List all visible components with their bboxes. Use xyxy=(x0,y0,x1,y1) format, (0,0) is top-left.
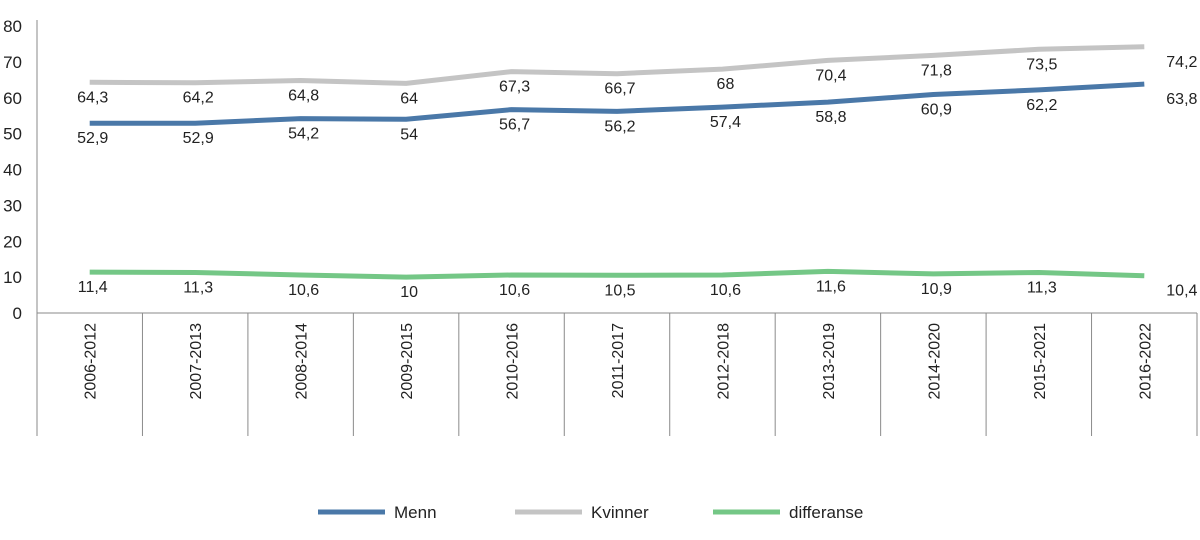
data-label-differanse: 11,3 xyxy=(1027,279,1057,296)
data-label-menn: 57,4 xyxy=(710,114,741,131)
data-label-menn: 52,9 xyxy=(183,130,214,147)
legend-item-menn: Menn xyxy=(318,503,437,522)
legend-item-kvinner: Kvinner xyxy=(515,503,649,522)
series-line-menn xyxy=(89,81,1145,126)
y-tick-label: 20 xyxy=(3,232,22,251)
data-label-kvinner: 68 xyxy=(717,76,735,93)
y-tick-label: 0 xyxy=(13,304,22,323)
x-tick-label: 2006-2012 xyxy=(83,323,100,400)
x-tick-label: 2008-2014 xyxy=(294,323,311,400)
legend-label: Menn xyxy=(394,503,437,522)
x-tick-label: 2014-2020 xyxy=(926,323,943,400)
data-label-menn: 56,7 xyxy=(499,117,530,134)
data-label-differanse: 10,9 xyxy=(921,281,952,298)
data-labels: 52,9 52,9 54,2 54 56,7 56,2 57,4 58,8 60,9 62,2 63… xyxy=(77,54,1197,301)
data-label-kvinner: 67,3 xyxy=(499,79,530,96)
data-label-differanse: 10,6 xyxy=(710,282,741,299)
x-tick-label: 2013-2019 xyxy=(821,323,838,400)
data-label-differanse: 11,4 xyxy=(78,279,108,296)
data-label-kvinner: 64,2 xyxy=(183,90,214,107)
series-line-differanse xyxy=(89,268,1145,280)
data-label-menn: 54,2 xyxy=(288,126,319,143)
y-tick-label: 50 xyxy=(3,125,22,144)
legend-label: Kvinner xyxy=(591,503,649,522)
x-tick-label: 2016-2022 xyxy=(1137,323,1154,400)
y-tick-label: 60 xyxy=(3,89,22,108)
data-label-differanse: 11,3 xyxy=(183,279,213,296)
y-tick-label: 70 xyxy=(3,53,22,72)
data-label-kvinner: 64 xyxy=(400,90,418,107)
data-label-menn: 54 xyxy=(400,126,418,143)
y-tick-label: 80 xyxy=(3,17,22,36)
data-label-differanse: 10,4 xyxy=(1166,283,1197,300)
x-tick-label: 2009-2015 xyxy=(399,323,416,400)
data-label-kvinner: 66,7 xyxy=(604,81,635,98)
x-tick-label: 2011-2017 xyxy=(610,323,627,398)
y-axis-ticks: 0 10 20 30 40 50 60 70 80 xyxy=(3,17,22,323)
data-label-menn: 62,2 xyxy=(1026,97,1057,114)
x-tick-label: 2012-2018 xyxy=(715,323,732,400)
x-tick-label: 2007-2013 xyxy=(188,323,205,400)
series-line-kvinner xyxy=(89,44,1145,86)
y-tick-label: 10 xyxy=(3,268,22,287)
data-label-menn: 56,2 xyxy=(604,118,635,135)
data-label-differanse: 10,5 xyxy=(604,282,635,299)
data-label-differanse: 11,6 xyxy=(816,278,846,295)
y-tick-label: 40 xyxy=(3,161,22,180)
x-tick-label: 2010-2016 xyxy=(505,323,522,400)
data-label-differanse: 10,6 xyxy=(288,282,319,299)
data-label-menn: 52,9 xyxy=(77,130,108,147)
data-label-kvinner: 64,8 xyxy=(288,88,319,105)
y-tick-label: 30 xyxy=(3,196,22,215)
data-label-kvinner: 74,2 xyxy=(1166,54,1197,71)
axes xyxy=(36,20,1198,436)
data-label-kvinner: 73,5 xyxy=(1026,56,1057,73)
legend: Menn Kvinner differanse xyxy=(318,503,863,522)
data-label-differanse: 10,6 xyxy=(499,282,530,299)
data-label-differanse: 10 xyxy=(400,284,418,301)
data-label-menn: 58,8 xyxy=(815,109,846,126)
series-lines xyxy=(89,44,1145,280)
data-label-kvinner: 64,3 xyxy=(77,89,108,106)
x-tick-label: 2015-2021 xyxy=(1032,323,1049,400)
data-label-kvinner: 70,4 xyxy=(815,67,846,84)
legend-label: differanse xyxy=(789,503,863,522)
x-axis-ticks: 2006-2012 2007-2013 2008-2014 2009-2015 2010… xyxy=(83,323,1155,400)
legend-item-differanse: differanse xyxy=(713,503,863,522)
data-label-menn: 60,9 xyxy=(921,102,952,119)
data-label-kvinner: 71,8 xyxy=(921,62,952,79)
data-label-menn: 63,8 xyxy=(1166,91,1197,108)
